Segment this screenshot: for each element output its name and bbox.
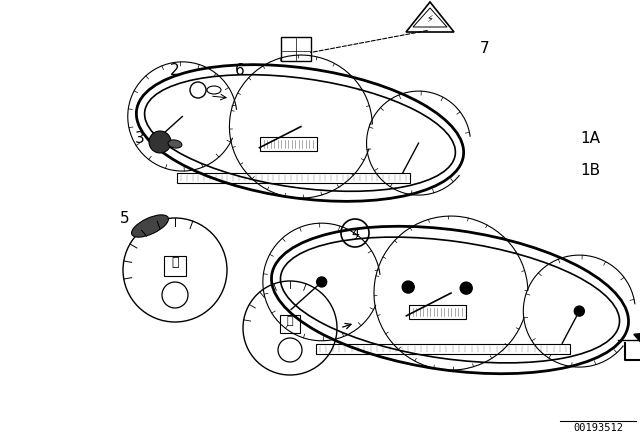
Text: 4: 4 <box>351 227 359 240</box>
Text: 5: 5 <box>120 211 130 225</box>
Circle shape <box>574 306 584 316</box>
Text: ⛽: ⛽ <box>287 316 293 326</box>
Text: ⚡: ⚡ <box>427 14 433 24</box>
Ellipse shape <box>168 140 182 148</box>
Text: 2: 2 <box>170 63 180 78</box>
Circle shape <box>149 131 171 153</box>
Text: 6: 6 <box>235 63 245 78</box>
Text: 7: 7 <box>480 40 490 56</box>
Circle shape <box>402 281 414 293</box>
Circle shape <box>317 277 326 287</box>
Text: 3: 3 <box>135 130 145 146</box>
Ellipse shape <box>132 215 168 237</box>
Text: 1B: 1B <box>580 163 600 177</box>
Text: 00193512: 00193512 <box>573 423 623 433</box>
Text: ⛽: ⛽ <box>172 255 179 268</box>
Text: 1A: 1A <box>580 130 600 146</box>
FancyArrow shape <box>634 333 640 350</box>
Circle shape <box>460 282 472 294</box>
